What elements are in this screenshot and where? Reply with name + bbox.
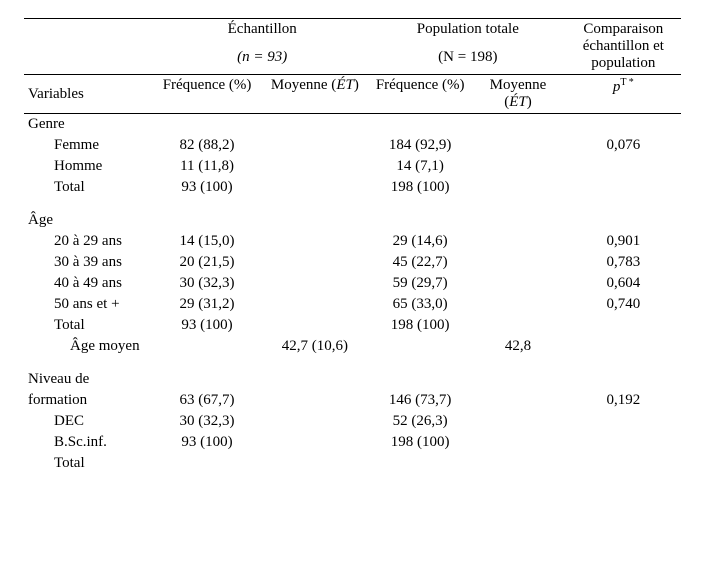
cell-population: 198 (100) — [370, 177, 470, 198]
cell-population: 29 (14,6) — [370, 231, 470, 252]
cell-sample: 63 (67,7) — [154, 390, 259, 411]
row-label: Âge moyen — [24, 336, 154, 357]
formation-label-line1: Niveau de — [24, 357, 154, 390]
cell-pvalue: 0,740 — [566, 294, 681, 315]
table-row: Homme 11 (11,8) 14 (7,1) — [24, 156, 681, 177]
row-label: Total — [24, 315, 154, 336]
row-label: B.Sc.inf. — [24, 432, 154, 453]
table-row: 20 à 29 ans 14 (15,0) 29 (14,6) 0,901 — [24, 231, 681, 252]
cell-population: 184 (92,9) — [370, 135, 470, 156]
header-p: pT * — [566, 75, 681, 114]
cell-sample-mean: 42,7 (10,6) — [260, 336, 370, 357]
table-row: DEC 30 (32,3) 52 (26,3) — [24, 411, 681, 432]
demographics-table: Échantillon Population totale Comparaiso… — [24, 18, 681, 474]
header-sample-freq: Fréquence (%) — [154, 75, 259, 114]
header-variables: Variables — [24, 75, 154, 114]
cell-pvalue: 0,901 — [566, 231, 681, 252]
genre-label: Genre — [24, 114, 154, 136]
cell-sample: 14 (15,0) — [154, 231, 259, 252]
cell-pvalue: 0,604 — [566, 273, 681, 294]
header-population-freq: Fréquence (%) — [370, 75, 470, 114]
cell-population-mean: 42,8 — [470, 336, 565, 357]
header-compare-title: Comparaison échantillon et population — [566, 19, 681, 75]
cell-population: 146 (73,7) — [370, 390, 470, 411]
header-sample-mean: Moyenne (ÉT) — [260, 75, 370, 114]
table-row: 50 ans et + 29 (31,2) 65 (33,0) 0,740 — [24, 294, 681, 315]
cell-pvalue: 0,076 — [566, 135, 681, 156]
cell-population: 198 (100) — [370, 432, 470, 453]
header-population-mean: Moyenne (ÉT) — [470, 75, 565, 114]
cell-pvalue: 0,192 — [566, 390, 681, 411]
cell-population: 45 (22,7) — [370, 252, 470, 273]
row-label: 20 à 29 ans — [24, 231, 154, 252]
formation-label-line2: formation — [24, 390, 154, 411]
table-row: 30 à 39 ans 20 (21,5) 45 (22,7) 0,783 — [24, 252, 681, 273]
row-label: Homme — [24, 156, 154, 177]
table-row: Total 93 (100) 198 (100) — [24, 315, 681, 336]
cell-population: 59 (29,7) — [370, 273, 470, 294]
table-row: Total — [24, 453, 681, 474]
cell-sample: 30 (32,3) — [154, 273, 259, 294]
cell-population: 65 (33,0) — [370, 294, 470, 315]
cell-sample: 29 (31,2) — [154, 294, 259, 315]
header-sample-title: Échantillon — [154, 19, 370, 47]
cell-sample: 30 (32,3) — [154, 411, 259, 432]
cell-population: 14 (7,1) — [370, 156, 470, 177]
cell-population: 198 (100) — [370, 315, 470, 336]
row-label: Femme — [24, 135, 154, 156]
header-population-title: Population totale — [370, 19, 566, 47]
cell-sample: 82 (88,2) — [154, 135, 259, 156]
table-row: B.Sc.inf. 93 (100) 198 (100) — [24, 432, 681, 453]
header-sample-n: (n = 93) — [154, 47, 370, 75]
cell-pvalue: 0,783 — [566, 252, 681, 273]
row-label: 50 ans et + — [24, 294, 154, 315]
table-row: formation 63 (67,7) 146 (73,7) 0,192 — [24, 390, 681, 411]
table-row: Âge moyen 42,7 (10,6) 42,8 — [24, 336, 681, 357]
cell-population: 52 (26,3) — [370, 411, 470, 432]
cell-sample: 93 (100) — [154, 432, 259, 453]
row-label: Total — [24, 177, 154, 198]
table-row: Femme 82 (88,2) 184 (92,9) 0,076 — [24, 135, 681, 156]
header-population-n: (N = 198) — [370, 47, 566, 75]
row-label: Total — [24, 453, 154, 474]
row-label: 30 à 39 ans — [24, 252, 154, 273]
cell-sample: 20 (21,5) — [154, 252, 259, 273]
row-label: 40 à 49 ans — [24, 273, 154, 294]
cell-sample: 93 (100) — [154, 177, 259, 198]
table-row: Total 93 (100) 198 (100) — [24, 177, 681, 198]
table-row: 40 à 49 ans 30 (32,3) 59 (29,7) 0,604 — [24, 273, 681, 294]
cell-sample: 11 (11,8) — [154, 156, 259, 177]
cell-sample: 93 (100) — [154, 315, 259, 336]
age-label: Âge — [24, 198, 154, 231]
row-label: DEC — [24, 411, 154, 432]
